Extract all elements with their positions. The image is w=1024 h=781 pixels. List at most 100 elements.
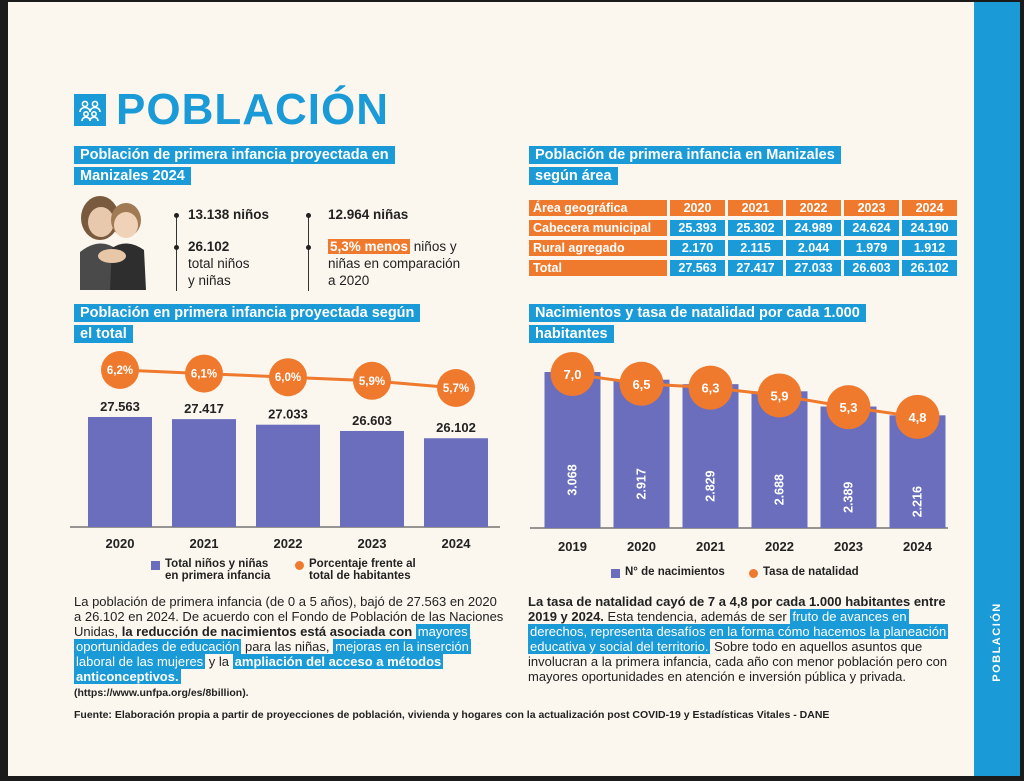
rate-label: 5,3	[839, 400, 857, 415]
legend-swatch-percent	[295, 561, 304, 570]
timeline-left	[176, 213, 177, 291]
table-cell: 1.912	[902, 240, 957, 256]
births-value-label: 2.688	[773, 474, 787, 505]
table-cell: 1.979	[844, 240, 899, 256]
population-chart: 27.563 2020 27.417 2021 27.033 2022 26.603 2023…	[70, 351, 500, 551]
header: POBLACIÓN	[74, 88, 389, 132]
bar-value-label: 27.417	[184, 401, 224, 416]
table-cell: 2.115	[728, 240, 783, 256]
legend-rate: Tasa de natalidad	[763, 566, 859, 578]
percent-marker	[437, 369, 475, 407]
table-cell: 26.102	[902, 260, 957, 276]
x-tick-label: 2022	[765, 539, 794, 554]
table-cell: 25.393	[670, 220, 725, 236]
total-line3: y niñas	[188, 273, 231, 288]
total-line2: total niños	[188, 256, 250, 271]
area-table: Área geográfica 2020 2021 2022 2023 2024…	[526, 196, 960, 280]
ninas-count: 12.964 niñas	[328, 207, 409, 222]
rate-marker	[826, 385, 871, 430]
section2-title: Población de primera infancia en Manizal…	[529, 145, 841, 187]
legend-percent: Porcentaje frente al total de habitantes	[309, 558, 416, 582]
rate-marker	[619, 361, 664, 406]
births-value-label: 2.917	[635, 468, 649, 499]
rate-marker	[757, 373, 802, 418]
percent-label: 6,0%	[275, 372, 301, 384]
rate-label: 7,0	[563, 367, 581, 382]
timeline-right	[308, 213, 309, 291]
births-value-label: 2.216	[911, 486, 925, 517]
rate-label: 6,3	[701, 381, 719, 396]
table-row: Cabecera municipal 25.393 25.302 24.989 …	[529, 220, 957, 236]
table-header-cell: 2024	[902, 200, 957, 216]
percent-label: 6,1%	[191, 369, 217, 381]
side-label: POBLACIÓN	[991, 602, 1003, 682]
population-bar	[424, 438, 488, 527]
rate-marker	[688, 365, 733, 410]
bullet	[306, 213, 311, 218]
percent-marker	[185, 354, 223, 393]
table-cell: 2.170	[670, 240, 725, 256]
table-header-row: Área geográfica 2020 2021 2022 2023 2024	[529, 200, 957, 216]
rate-label: 5,9	[770, 388, 788, 403]
legend-births: N° de nacimientos	[625, 566, 725, 578]
x-tick-label: 2020	[627, 539, 656, 554]
bar-value-label: 27.033	[268, 407, 308, 422]
table-cell: 27.563	[670, 260, 725, 276]
menos-line3: a 2020	[328, 273, 370, 288]
infographic-page: POBLACIÓN POBLACIÓN Población de primera…	[8, 2, 1020, 776]
bar-value-label: 26.102	[436, 420, 476, 435]
legend-bars: Total niños y niñas en primera infancia	[165, 558, 271, 582]
bullet	[174, 213, 179, 218]
table-header-cell: 2023	[844, 200, 899, 216]
children-photo	[72, 190, 152, 290]
x-tick-label: 2021	[696, 539, 725, 554]
table-cell: 25.302	[728, 220, 783, 236]
paragraph-right: La tasa de natalidad cayó de 7 a 4,8 por…	[528, 594, 949, 684]
table-cell: 24.190	[902, 220, 957, 236]
population-bar	[340, 430, 404, 527]
table-cell: 2.044	[786, 240, 841, 256]
births-bar	[544, 372, 601, 528]
population-bar	[172, 419, 236, 527]
menos-line1: 5,3% menos niños y	[328, 239, 457, 254]
bullet	[174, 245, 179, 250]
row-label: Total	[529, 260, 667, 276]
table-cell: 26.603	[844, 260, 899, 276]
births-chart: 3.068 2019 2.917 2020 2.829 2021 2.688 2022 2.38…	[530, 352, 948, 554]
section4-title: Nacimientos y tasa de natalidad por cada…	[529, 303, 866, 345]
population-bar	[88, 417, 152, 527]
source-url: (https://www.unfpa.org/es/8billion).	[74, 687, 249, 699]
table-cell: 27.417	[728, 260, 783, 276]
legend-swatch-bars	[151, 561, 160, 570]
percent-label: 5,7%	[443, 383, 469, 395]
section3-title: Población en primera infancia proyectada…	[74, 303, 421, 345]
percent-marker	[353, 361, 391, 400]
rate-label: 4,8	[908, 410, 926, 425]
x-tick-label: 2019	[558, 539, 587, 554]
births-value-label: 3.068	[566, 464, 580, 495]
x-tick-label: 2024	[442, 536, 472, 551]
table-header-cell: Área geográfica	[529, 200, 667, 216]
percent-label: 5,9%	[359, 376, 385, 388]
bar-value-label: 26.603	[352, 413, 392, 428]
legend-swatch-births	[611, 569, 620, 578]
side-band: POBLACIÓN	[974, 2, 1020, 776]
table-header-cell: 2021	[728, 200, 783, 216]
table-row: Rural agregado 2.170 2.115 2.044 1.979 1…	[529, 240, 957, 256]
x-tick-label: 2022	[274, 536, 303, 551]
percent-marker	[101, 351, 139, 389]
people-icon	[74, 94, 106, 126]
population-bar	[256, 424, 320, 527]
legend-swatch-rate	[749, 569, 758, 578]
x-tick-label: 2024	[903, 539, 933, 554]
paragraph-left: La población de primera infancia (de 0 a…	[74, 594, 504, 699]
total-line1: 26.102	[188, 239, 230, 254]
bar-value-label: 27.563	[100, 399, 140, 414]
x-tick-label: 2020	[106, 536, 135, 551]
bullet	[306, 245, 311, 250]
row-label: Rural agregado	[529, 240, 667, 256]
rate-label: 6,5	[632, 377, 650, 392]
births-value-label: 2.829	[704, 470, 718, 501]
rate-marker	[895, 394, 940, 439]
percent-marker	[269, 358, 307, 397]
